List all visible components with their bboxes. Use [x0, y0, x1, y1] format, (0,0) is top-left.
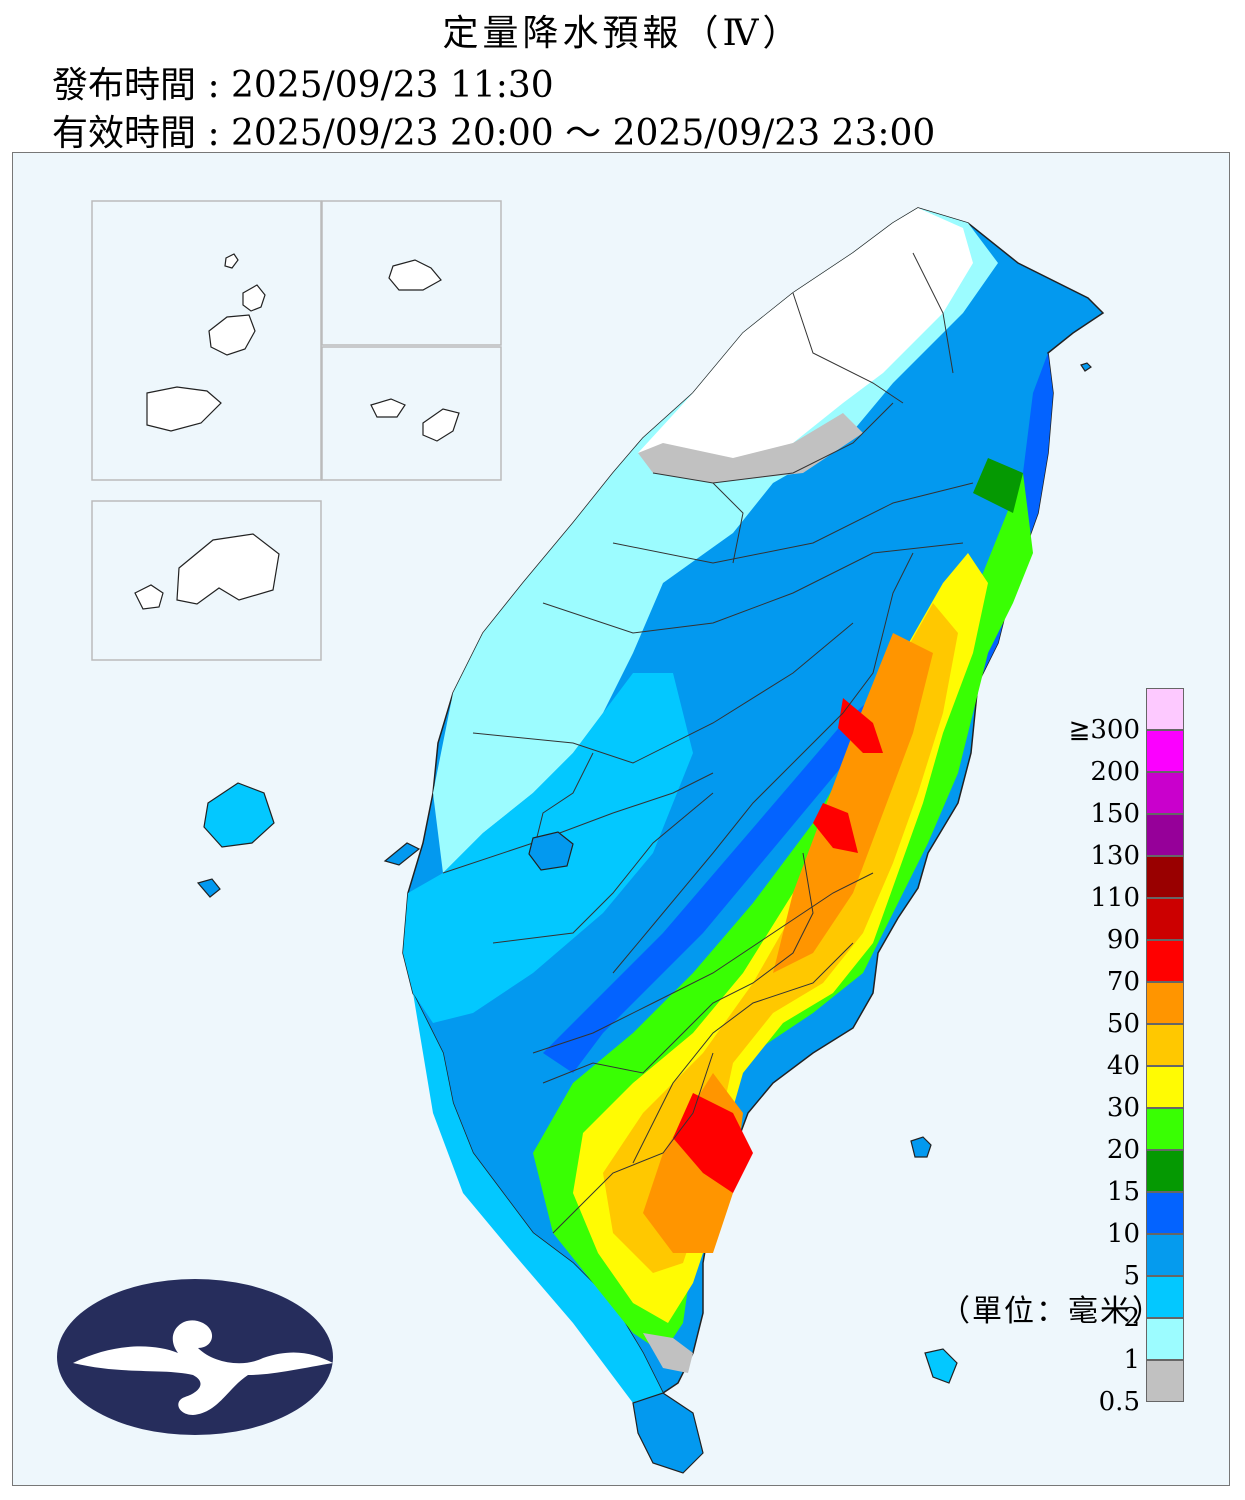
boundary-line	[472, 622, 854, 764]
inset-island	[242, 284, 266, 312]
legend-swatch	[1146, 898, 1184, 940]
rainfall-map	[57, 200, 1105, 1474]
boundary-line	[712, 482, 744, 564]
issue-time-separator: :	[196, 65, 232, 106]
legend-label: 200	[1090, 757, 1140, 787]
legend-swatch	[1146, 814, 1184, 856]
inset-island	[422, 408, 460, 442]
valid-time-line: 有效時間 : 2025/09/23 20:00 ～ 2025/09/23 23:…	[52, 104, 935, 156]
legend-swatch	[1146, 940, 1184, 982]
cwa-logo	[57, 1279, 333, 1435]
boundary-line	[542, 542, 964, 634]
legend-label: 130	[1090, 841, 1140, 871]
legend-swatch	[1146, 1108, 1184, 1150]
boundary-line	[542, 852, 814, 1084]
inset-island	[134, 584, 164, 610]
cyan-zone-southwest	[413, 993, 663, 1403]
boundary-line	[652, 402, 894, 484]
map-title: 定量降水預報（Ⅳ）	[442, 13, 803, 54]
valid-time-separator: :	[196, 113, 232, 154]
boundary-line	[912, 252, 954, 374]
boundary-line	[442, 772, 714, 874]
coastal-island	[383, 842, 421, 866]
issue-time-value: 2025/09/23 11:30	[231, 65, 554, 106]
inset-island-kinmen	[176, 533, 280, 605]
boundary-line	[532, 752, 594, 854]
boundary-line	[552, 1052, 714, 1234]
legend-swatch	[1146, 688, 1184, 730]
trace-zone-north	[638, 413, 863, 483]
map-panel	[12, 152, 1230, 1486]
legend-label: 10	[1106, 1219, 1140, 1249]
legend-label: 5	[1123, 1261, 1140, 1291]
no-rain-zone-north	[638, 208, 973, 473]
legend-swatch	[1146, 730, 1184, 772]
inset-box-kinmen	[91, 500, 322, 661]
inset-islands	[134, 253, 460, 610]
inset-island	[208, 314, 256, 356]
boundary-line	[792, 292, 904, 404]
orchid-island	[924, 1348, 958, 1384]
legend-label: ≧300	[1068, 715, 1140, 745]
legend-swatch	[1146, 1234, 1184, 1276]
issue-time-line: 發布時間 : 2025/09/23 11:30	[52, 56, 554, 108]
legend-label: 30	[1106, 1093, 1140, 1123]
legend-label: 90	[1106, 925, 1140, 955]
red-core-south	[673, 1093, 753, 1193]
valid-time-value: 2025/09/23 20:00 ～ 2025/09/23 23:00	[231, 113, 936, 154]
legend-label: 0.5	[1098, 1387, 1140, 1417]
legend-swatch	[1146, 1318, 1184, 1360]
legend-label: 50	[1106, 1009, 1140, 1039]
guishan-island	[1080, 362, 1092, 372]
legend-swatch	[1146, 1192, 1184, 1234]
map-header: 定量降水預報（Ⅳ） 發布時間 : 2025/09/23 11:30 有效時間 :…	[0, 0, 1245, 154]
boundary-line	[612, 552, 914, 974]
inset-box-matsu	[91, 200, 322, 481]
legend-label: 20	[1106, 1135, 1140, 1165]
green-island	[910, 1136, 932, 1158]
legend-swatch	[1146, 1150, 1184, 1192]
legend-label: 110	[1090, 883, 1140, 913]
county-boundaries	[442, 252, 974, 1234]
legend-label: 2	[1123, 1303, 1140, 1333]
boundary-line	[632, 942, 854, 1164]
legend-label: 150	[1090, 799, 1140, 829]
legend-swatch	[1146, 1024, 1184, 1066]
inset-boxes	[91, 200, 502, 661]
legend-swatch	[1146, 1066, 1184, 1108]
unit-label: （單位：毫米）	[940, 1294, 1164, 1329]
legend-label: 40	[1106, 1051, 1140, 1081]
inland-lake	[528, 831, 574, 871]
legend-label: 70	[1106, 967, 1140, 997]
boundary-line	[492, 792, 714, 944]
penghu-small-island	[196, 878, 221, 898]
penghu-islands	[203, 782, 275, 848]
legend-swatch	[1146, 1276, 1184, 1318]
boundary-line	[532, 872, 874, 1054]
legend-swatch	[1146, 772, 1184, 814]
legend-label: 1	[1123, 1345, 1140, 1375]
boundary-line	[612, 482, 974, 564]
inset-island	[146, 386, 222, 432]
taiwan-island	[402, 207, 1105, 1474]
dark-green-patch	[973, 458, 1023, 513]
legend-swatch	[1146, 856, 1184, 898]
offshore-islands	[196, 362, 1092, 1384]
trace-zone-south	[643, 1333, 693, 1373]
legend-swatch	[1146, 1360, 1184, 1402]
inset-island	[388, 259, 442, 291]
dark-orange-zone-east	[773, 633, 933, 973]
legend-label: 15	[1106, 1177, 1140, 1207]
valid-time-label: 有效時間	[52, 113, 197, 154]
inset-box-lower-right	[321, 346, 502, 481]
legend-swatch	[1146, 982, 1184, 1024]
red-core-east	[813, 803, 858, 853]
inset-island	[370, 398, 406, 418]
issue-time-label: 發布時間	[52, 65, 197, 106]
inset-island	[224, 253, 239, 269]
south-tip	[632, 1392, 704, 1474]
inset-box-upper-right	[321, 200, 502, 346]
logo-swirl	[73, 1320, 333, 1415]
red-core-central	[838, 698, 883, 753]
